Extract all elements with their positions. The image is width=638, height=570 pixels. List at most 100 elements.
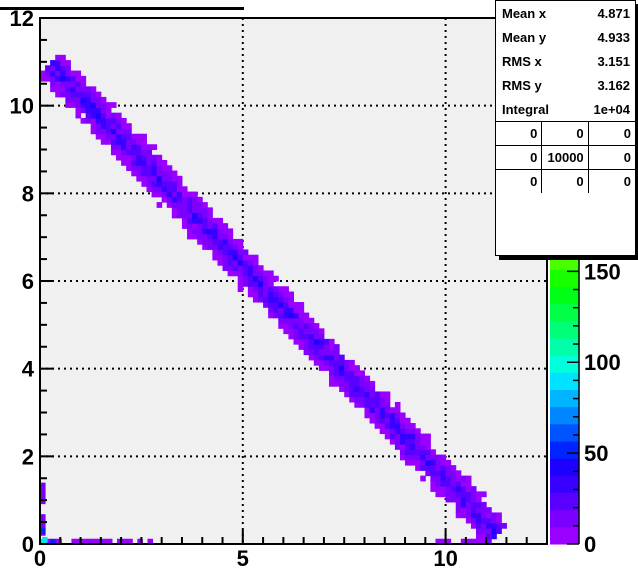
color-scale-segment — [550, 492, 579, 511]
heatmap-cell — [96, 538, 103, 545]
heatmap-cell — [202, 202, 208, 208]
heatmap-cell — [252, 296, 259, 303]
heatmap-cell — [415, 454, 421, 461]
heatmap-cell — [263, 270, 269, 277]
heatmap-cell — [384, 423, 391, 429]
heatmap-cell — [328, 380, 335, 387]
heatmap-cell — [303, 317, 310, 324]
heatmap-cell — [258, 265, 264, 271]
heatmap-cell — [394, 412, 401, 419]
heatmap-cell — [303, 312, 310, 319]
heatmap-cell — [268, 307, 274, 314]
heatmap-cell — [293, 317, 300, 324]
heatmap-cell — [405, 459, 411, 466]
heatmap-cell — [425, 449, 431, 456]
heatmap-cell — [181, 186, 188, 193]
color-scale-segment — [550, 372, 579, 390]
heatmap-cell — [117, 538, 123, 545]
heatmap-cell — [146, 149, 153, 156]
heatmap-cell — [181, 202, 188, 208]
heatmap-cell — [491, 528, 497, 534]
heatmap-cell — [222, 259, 229, 266]
heatmap-cell — [298, 328, 305, 335]
heatmap-cell — [470, 538, 477, 545]
heatmap-cell — [354, 401, 360, 408]
heatmap-cell — [65, 102, 71, 108]
heatmap-cell — [384, 412, 391, 419]
heatmap-cell — [323, 338, 330, 345]
heatmap-cell — [394, 444, 401, 450]
heatmap-cell — [359, 386, 365, 392]
heatmap-cell — [455, 507, 462, 513]
heatmap-cell — [298, 333, 305, 340]
heatmap-cell — [187, 212, 193, 219]
heatmap-cell — [476, 517, 482, 524]
heatmap-cell — [389, 417, 396, 424]
heatmap-cell — [106, 538, 113, 545]
heatmap-cell — [197, 212, 203, 219]
heatmap-cell — [328, 359, 335, 366]
heatmap-cell — [394, 423, 401, 429]
heatmap-cell — [491, 517, 497, 524]
heatmap-cell — [420, 475, 426, 482]
heatmap-cell — [50, 70, 56, 77]
heatmap-cell — [116, 138, 122, 145]
heatmap-cell — [435, 465, 442, 471]
heatmap-cell — [192, 217, 198, 224]
heatmap-cell — [410, 423, 416, 429]
heatmap-cell — [389, 412, 396, 419]
heatmap-cell — [328, 354, 335, 361]
heatmap-cell — [374, 412, 381, 419]
heatmap-cell — [187, 202, 193, 208]
heatmap-cell — [181, 212, 188, 219]
heatmap-cell — [308, 344, 315, 350]
heatmap-cell — [100, 107, 107, 114]
heatmap-cell — [166, 202, 173, 208]
heatmap-cell — [116, 154, 122, 161]
heatmap-cell — [50, 81, 56, 87]
heatmap-cell — [217, 238, 224, 245]
heatmap-cell — [288, 323, 294, 329]
heatmap-cell — [171, 170, 178, 177]
heatmap-cell — [283, 323, 289, 329]
heatmap-cell — [187, 196, 193, 203]
heatmap-cell — [156, 175, 163, 182]
color-scale-segment — [550, 286, 579, 305]
heatmap-cell — [166, 170, 173, 177]
heatmap-cell — [389, 438, 396, 445]
heatmap-cell — [374, 391, 381, 398]
heatmap-cell — [374, 396, 381, 403]
color-scale-segment — [550, 423, 579, 442]
heatmap-cell — [430, 449, 436, 456]
heatmap-cell — [455, 501, 462, 508]
heatmap-cell — [146, 186, 153, 193]
heatmap-cell — [359, 391, 365, 398]
heatmap-cell — [476, 496, 482, 503]
color-scale-segment — [550, 406, 579, 425]
heatmap-cell — [60, 70, 66, 77]
heatmap-cell — [303, 349, 310, 356]
heatmap-cell — [71, 538, 78, 545]
heatmap-cell — [369, 401, 376, 408]
heatmap-cell — [55, 65, 61, 72]
heatmap-cell — [308, 349, 315, 356]
heatmap-cell — [171, 191, 178, 198]
heatmap-cell — [258, 286, 264, 293]
heatmap-cell — [176, 175, 183, 182]
heatmap-cell — [156, 160, 163, 166]
heatmap-cell — [50, 60, 56, 66]
heatmap-cell — [75, 96, 82, 103]
heatmap-cell — [187, 217, 193, 224]
heatmap-cell — [197, 223, 203, 229]
heatmap-cell — [105, 102, 112, 108]
heatmap-cell — [364, 401, 371, 408]
heatmap-cell — [465, 512, 472, 519]
heatmap-cell — [318, 344, 325, 350]
heatmap-cell — [486, 512, 492, 519]
heatmap-cell — [465, 480, 472, 487]
heatmap-cell — [65, 70, 71, 77]
heatmap-cell — [227, 270, 234, 277]
heatmap-cell — [55, 60, 61, 66]
heatmap-cell — [481, 522, 487, 529]
